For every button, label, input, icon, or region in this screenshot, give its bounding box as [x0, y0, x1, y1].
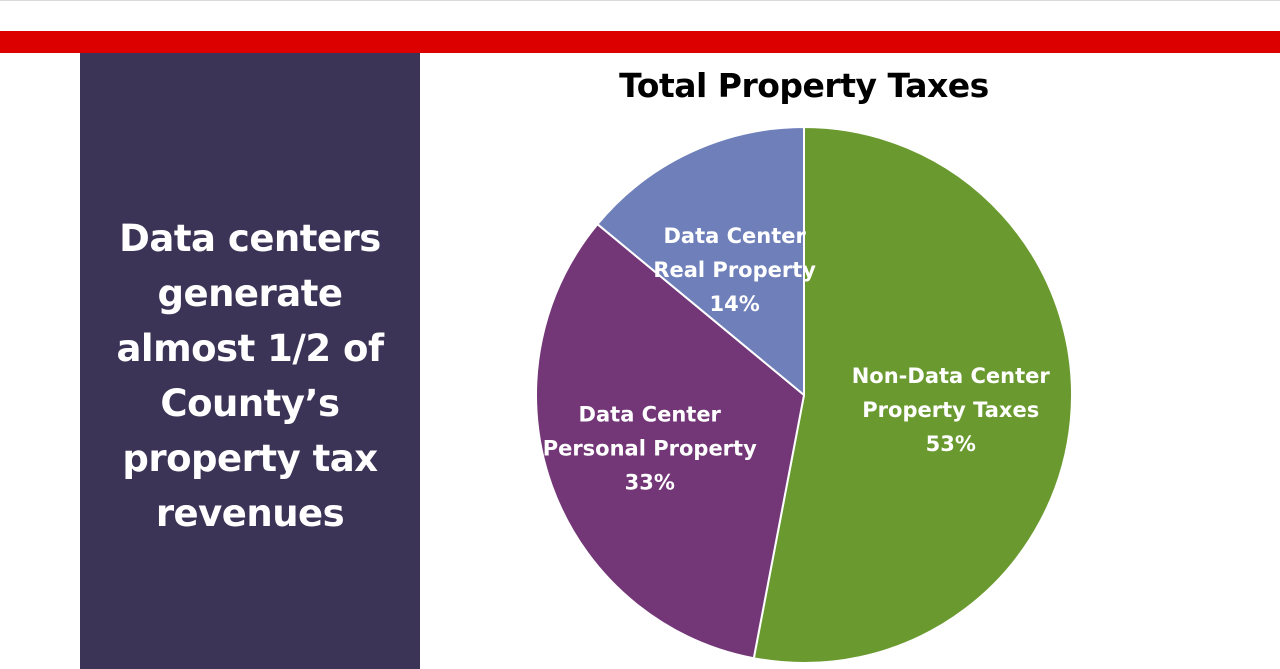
pie-slice-non-data-center-property-taxes	[752, 125, 1073, 664]
pie-name-label: Data Center	[663, 224, 806, 248]
pie-name-label: Personal Property	[543, 437, 757, 461]
pie-name-label: Non-Data Center	[852, 364, 1051, 388]
side-panel: Data centers generate almost 1/2 of Coun…	[80, 53, 420, 669]
pie-slice-data-center-personal-property	[535, 222, 806, 660]
pie-name-label: Data Center	[579, 403, 722, 427]
top-divider	[0, 0, 1280, 1]
pie-name-label: Real Property	[653, 258, 816, 282]
pie-label-2: Data Center Real Property 14%	[653, 224, 816, 316]
side-panel-text: Data centers generate almost 1/2 of Coun…	[116, 217, 384, 535]
header-band	[0, 31, 1280, 53]
pie-labels: Non-Data Center Property Taxes 53% Data Cen…	[543, 224, 1051, 495]
pie-value-label: 33%	[625, 471, 675, 495]
pie-slice-data-center-real-property	[596, 125, 805, 398]
pie-value-label: 14%	[710, 292, 760, 316]
pie-label-1: Data Center Personal Property 33%	[543, 403, 757, 495]
pie-value-label: 53%	[926, 432, 976, 456]
chart-title: Total Property Taxes	[619, 66, 989, 105]
pie-label-0: Non-Data Center Property Taxes 53%	[852, 364, 1051, 456]
pie-slices	[535, 125, 1073, 664]
pie-name-label: Property Taxes	[862, 398, 1039, 422]
